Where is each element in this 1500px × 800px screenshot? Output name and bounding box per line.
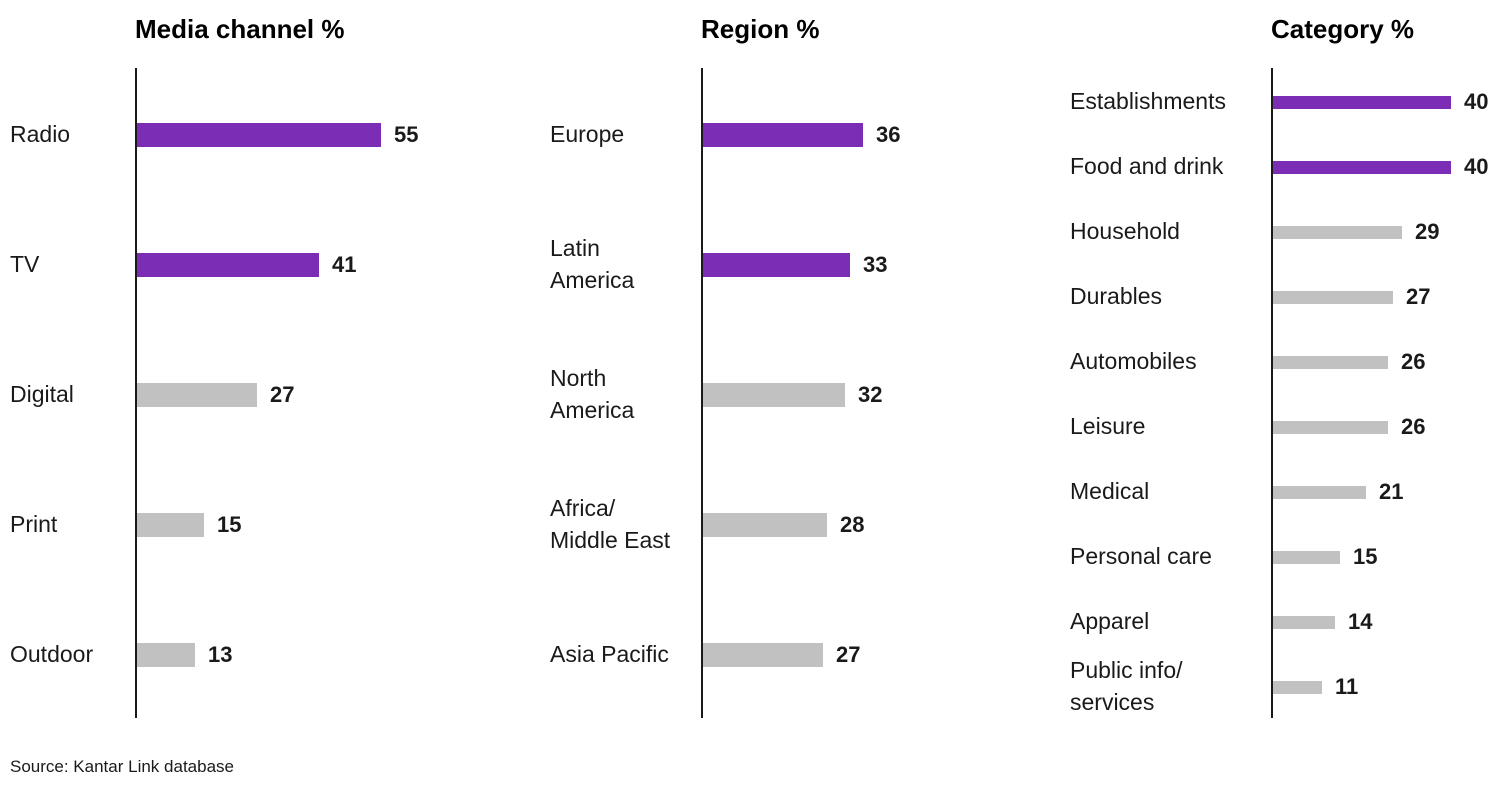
value-label: 14: [1348, 609, 1373, 634]
source-note: Source: Kantar Link database: [10, 757, 234, 776]
bar: [1273, 615, 1335, 629]
category-label: Digital: [10, 381, 74, 408]
bar: [137, 383, 257, 407]
category-label: Apparel: [1070, 608, 1150, 635]
category-label: Household: [1070, 218, 1180, 245]
value-label: 41: [332, 252, 357, 277]
category-label: Automobiles: [1070, 348, 1197, 375]
category-label: Medical: [1070, 478, 1150, 505]
chart-title: Media channel %: [135, 14, 345, 44]
chart-title: Region %: [701, 14, 820, 44]
bar: [703, 383, 845, 407]
category-label: Europe: [550, 121, 625, 148]
bar: [703, 513, 827, 537]
category-label: Latin America: [550, 235, 635, 293]
value-label: 13: [208, 642, 233, 667]
bar: [1273, 290, 1393, 304]
category-label: Public info/ services: [1070, 657, 1183, 715]
category-label: Africa/ Middle East: [550, 495, 671, 553]
chart-title: Category %: [1271, 14, 1415, 44]
category-label: Durables: [1070, 283, 1163, 310]
value-label: 36: [876, 122, 901, 147]
y-axis-line: [135, 68, 137, 718]
category-label: Asia Pacific: [550, 641, 669, 668]
y-axis-line: [701, 68, 703, 718]
value-label: 27: [1406, 284, 1431, 309]
bar: [703, 123, 863, 147]
value-label: 40: [1464, 154, 1489, 179]
value-label: 32: [858, 382, 883, 407]
category-label: Leisure: [1070, 413, 1146, 440]
value-label: 29: [1415, 219, 1440, 244]
value-label: 15: [1353, 544, 1378, 569]
bar: [1273, 485, 1366, 499]
value-label: 21: [1379, 479, 1404, 504]
bar: [1273, 550, 1340, 564]
category-label: Food and drink: [1070, 153, 1224, 180]
value-label: 15: [217, 512, 242, 537]
value-label: 11: [1335, 674, 1359, 699]
bar: [1273, 95, 1451, 109]
category-label: Radio: [10, 121, 71, 148]
bar: [703, 643, 823, 667]
value-label: 40: [1464, 89, 1489, 114]
bar: [137, 123, 381, 147]
category-label: Personal care: [1070, 543, 1212, 570]
value-label: 28: [840, 512, 865, 537]
bar: [137, 643, 195, 667]
category-label: Outdoor: [10, 641, 94, 668]
bar: [1273, 160, 1451, 174]
value-label: 33: [863, 252, 888, 277]
bar: [137, 513, 204, 537]
bar: [1273, 680, 1322, 694]
value-label: 55: [394, 122, 419, 147]
category-label: North America: [550, 365, 635, 423]
bar: [137, 253, 319, 277]
category-label: TV: [10, 251, 40, 278]
value-label: 27: [836, 642, 861, 667]
bar: [703, 253, 850, 277]
value-label: 27: [270, 382, 295, 407]
y-axis-line: [1271, 68, 1273, 718]
category-label: Print: [10, 511, 58, 538]
value-label: 26: [1401, 349, 1426, 374]
value-label: 26: [1401, 414, 1426, 439]
bar: [1273, 420, 1388, 434]
bar: [1273, 225, 1402, 239]
category-label: Establishments: [1070, 88, 1226, 115]
bar: [1273, 355, 1388, 369]
